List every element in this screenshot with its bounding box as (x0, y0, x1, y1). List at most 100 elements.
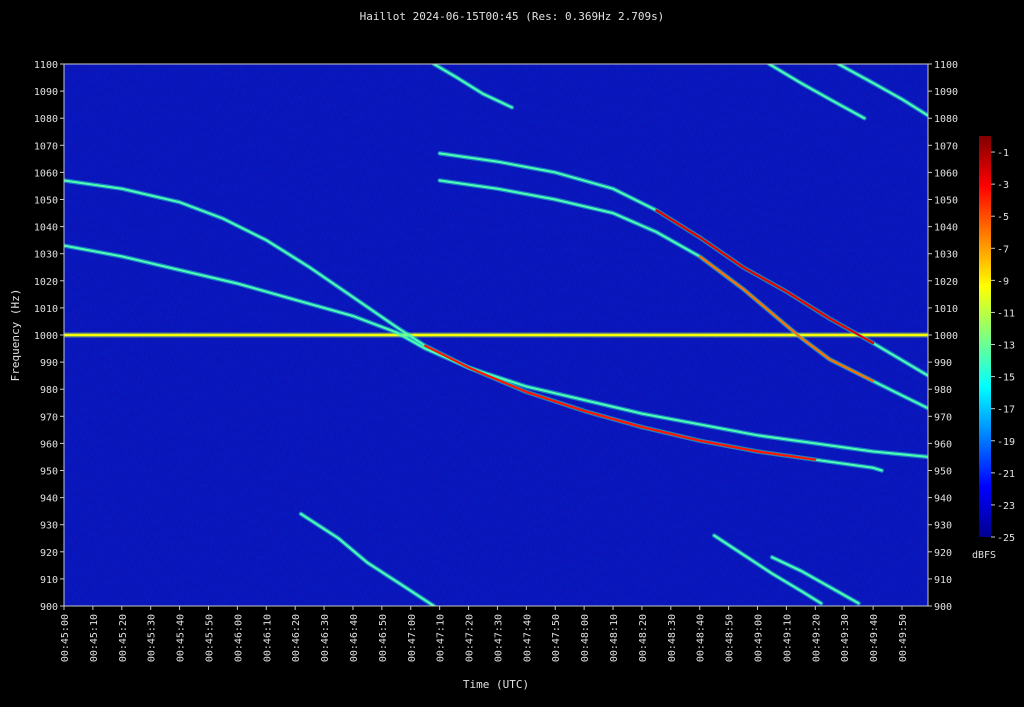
y-tick-label-right: 1030 (934, 250, 958, 261)
x-tick-label: 00:46:10 (262, 614, 273, 662)
y-tick-label-left: 1070 (34, 141, 58, 152)
y-tick-label-right: 910 (934, 575, 952, 586)
y-tick-label-left: 990 (40, 358, 58, 369)
x-tick-label: 00:46:40 (349, 614, 360, 662)
x-tick-label: 00:49:50 (898, 614, 909, 662)
plot-area (64, 64, 928, 606)
y-tick-label-left: 950 (40, 467, 58, 478)
y-tick-label-left: 1060 (34, 168, 58, 179)
y-tick-label-left: 910 (40, 575, 58, 586)
y-tick-label-right: 960 (934, 439, 952, 450)
colorbar-tick-label: -1 (997, 148, 1009, 159)
colorbar-tick-label: -5 (997, 212, 1009, 223)
x-tick-label: 00:46:00 (233, 614, 244, 662)
x-tick-label: 00:48:20 (638, 614, 649, 662)
y-tick-label-right: 900 (934, 602, 952, 613)
x-axis-label: Time (UTC) (463, 678, 529, 691)
x-tick-label: 00:48:30 (667, 614, 678, 662)
trace-2-peak (698, 255, 875, 383)
x-tick-label: 00:48:40 (696, 614, 707, 662)
x-tick-label: 00:45:30 (147, 614, 158, 662)
x-tick-label: 00:49:30 (840, 614, 851, 662)
y-tick-label-left: 900 (40, 602, 58, 613)
x-tick-label: 00:47:30 (493, 614, 504, 662)
trace-6 (837, 64, 928, 117)
x-tick-label: 00:48:00 (580, 614, 591, 662)
colorbar-tick-label: -23 (997, 501, 1015, 512)
x-tick-label: 00:47:00 (407, 614, 418, 662)
trace-9 (771, 556, 860, 605)
colorbar-tick-label: -9 (997, 276, 1009, 287)
y-tick-label-right: 1040 (934, 223, 958, 234)
colorbar-tick-label: -13 (997, 341, 1015, 352)
trace-4 (432, 64, 513, 109)
y-tick-label-left: 1090 (34, 87, 58, 98)
x-tick-label: 00:45:50 (204, 614, 215, 662)
y-tick-label-right: 1000 (934, 331, 958, 342)
y-tick-label-left: 970 (40, 412, 58, 423)
x-tick-label: 00:45:10 (89, 614, 100, 662)
x-tick-label: 00:47:20 (465, 614, 476, 662)
y-tick-label-right: 980 (934, 385, 952, 396)
y-tick-label-left: 1000 (34, 331, 58, 342)
y-axis-left: 900 910 920 930 940 950 960 970 980 990 1000 1010 10… (34, 60, 64, 613)
y-tick-label-right: 930 (934, 521, 952, 532)
colorbar-tick-label: -19 (997, 437, 1015, 448)
y-tick-label-right: 990 (934, 358, 952, 369)
x-tick-label: 00:47:10 (436, 614, 447, 662)
y-tick-label-right: 940 (934, 494, 952, 505)
y-tick-label-left: 1050 (34, 196, 58, 207)
y-axis-label: Frequency (Hz) (9, 289, 22, 382)
colorbar-tick-label: -7 (997, 244, 1009, 255)
y-tick-label-right: 1070 (934, 141, 958, 152)
x-tick-label: 00:49:40 (869, 614, 880, 662)
y-tick-label-left: 980 (40, 385, 58, 396)
colorbar-label: dBFS (972, 550, 996, 561)
x-tick-label: 00:48:10 (609, 614, 620, 662)
x-tick-label: 00:49:00 (754, 614, 765, 662)
y-tick-label-right: 920 (934, 548, 952, 559)
y-tick-label-left: 1040 (34, 223, 58, 234)
y-tick-label-right: 1080 (934, 114, 958, 125)
chart-title: Haillot 2024-06-15T00:45 (Res: 0.369Hz 2… (360, 10, 665, 23)
y-tick-label-right: 1100 (934, 60, 958, 71)
colorbar-tick-label: -17 (997, 405, 1015, 416)
x-tick-label: 00:45:00 (60, 614, 71, 662)
y-tick-label-right: 1050 (934, 196, 958, 207)
y-tick-label-left: 930 (40, 521, 58, 532)
trace-8 (713, 534, 823, 605)
y-tick-label-right: 970 (934, 412, 952, 423)
y-tick-label-left: 920 (40, 548, 58, 559)
y-tick-label-left: 1030 (34, 250, 58, 261)
colorbar-tick-label: -21 (997, 469, 1015, 480)
x-tick-label: 00:49:10 (782, 614, 793, 662)
x-tick-label: 00:48:50 (725, 614, 736, 662)
trace-7 (299, 512, 435, 606)
y-tick-label-right: 1060 (934, 168, 958, 179)
y-tick-label-right: 1090 (934, 87, 958, 98)
y-tick-label-right: 1020 (934, 277, 958, 288)
colorbar-ticks: -1 -3 -5 -7 -9 -11 -13 -15 -17 -19 -21 -23 -25 (991, 148, 1015, 544)
x-axis: 00:45:00 00:45:10 00:45:20 00:45:30 00:45:40… (60, 606, 909, 662)
y-tick-label-left: 1080 (34, 114, 58, 125)
trace-3-peak (655, 209, 875, 345)
colorbar-tick-label: -15 (997, 373, 1015, 384)
y-tick-label-left: 940 (40, 494, 58, 505)
trace-1-peak (424, 344, 817, 461)
y-tick-label-left: 1100 (34, 60, 58, 71)
x-tick-label: 00:47:40 (522, 614, 533, 662)
x-tick-label: 00:47:50 (551, 614, 562, 662)
y-tick-label-left: 960 (40, 439, 58, 450)
x-tick-label: 00:46:20 (291, 614, 302, 662)
y-tick-label-right: 950 (934, 467, 952, 478)
colorbar (979, 136, 991, 537)
trace-5 (768, 64, 866, 120)
x-tick-label: 00:45:20 (118, 614, 129, 662)
y-tick-label-right: 1010 (934, 304, 958, 315)
x-tick-label: 00:46:50 (378, 614, 389, 662)
y-tick-label-left: 1020 (34, 277, 58, 288)
colorbar-tick-label: -3 (997, 180, 1009, 191)
y-axis-right: 900 910 920 930 940 950 960 970 980 990 1000 1010 10… (928, 60, 958, 613)
